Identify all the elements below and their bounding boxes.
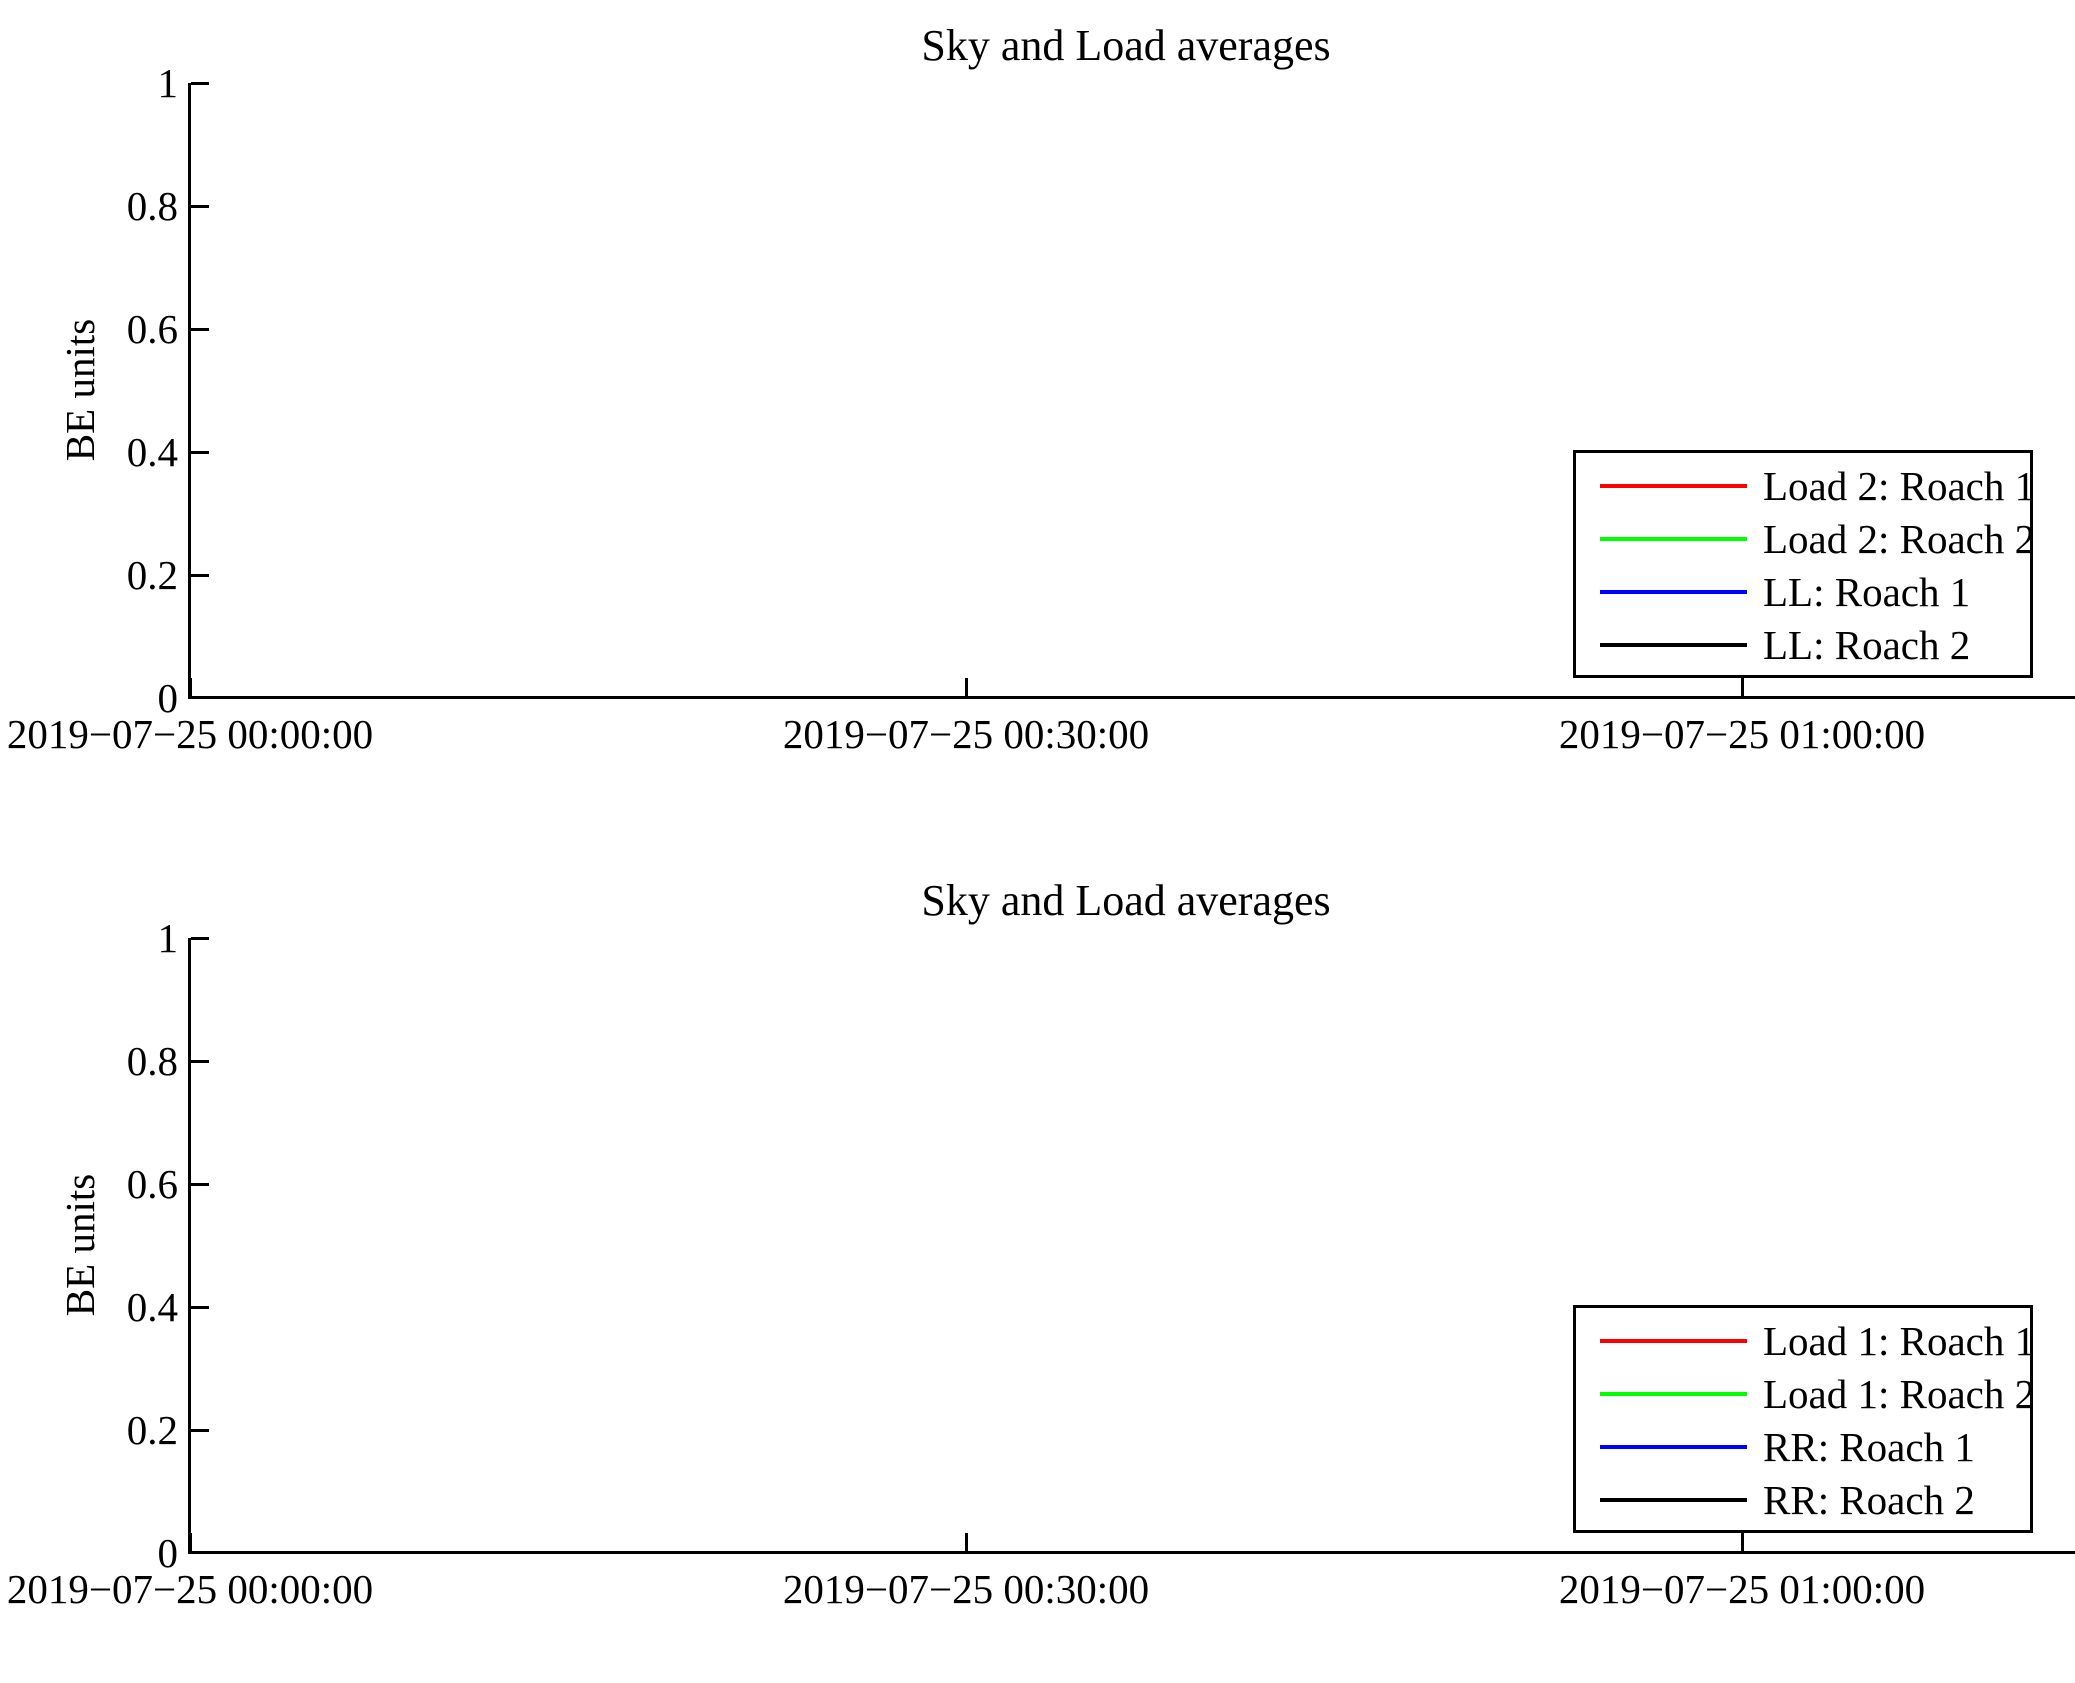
y-tick-label: 0.4 bbox=[126, 429, 178, 475]
legend-item: Load 1: Roach 1 bbox=[1576, 1315, 2035, 1367]
x-tick bbox=[189, 678, 192, 696]
legend-item-label: Load 1: Roach 2 bbox=[1763, 1371, 2036, 1417]
y-tick bbox=[191, 328, 209, 331]
y-tick-label: 0.6 bbox=[126, 306, 178, 352]
x-tick bbox=[189, 1533, 192, 1551]
legend-line-swatch bbox=[1600, 643, 1747, 647]
y-axis-line bbox=[188, 938, 191, 1554]
x-tick-label: 2019−07−25 01:00:00 bbox=[1558, 711, 1926, 757]
y-tick-label: 0.2 bbox=[126, 1407, 178, 1453]
legend-item-label: Load 1: Roach 1 bbox=[1763, 1318, 2036, 1364]
legend: Load 1: Roach 1 Load 1: Roach 2 RR: Roac… bbox=[1573, 1305, 2035, 1533]
y-tick-label: 0.2 bbox=[126, 552, 178, 598]
legend-item: LL: Roach 1 bbox=[1576, 566, 2030, 618]
legend-line-swatch bbox=[1600, 1445, 1747, 1449]
y-tick-label: 0.4 bbox=[126, 1284, 178, 1330]
x-tick-label: 2019−07−25 00:00:00 bbox=[6, 1566, 374, 1612]
y-tick bbox=[191, 82, 209, 85]
legend-line-swatch bbox=[1600, 1339, 1747, 1343]
legend-line-swatch bbox=[1600, 590, 1747, 594]
legend-item: Load 2: Roach 1 bbox=[1576, 460, 2035, 512]
y-tick-label: 0.6 bbox=[126, 1161, 178, 1207]
legend: Load 2: Roach 1 Load 2: Roach 2 LL: Roac… bbox=[1573, 450, 2035, 678]
legend-item-label: LL: Roach 2 bbox=[1763, 622, 1971, 668]
x-tick bbox=[965, 678, 968, 696]
legend-item-label: RR: Roach 1 bbox=[1763, 1424, 1975, 1470]
legend-item: LL: Roach 2 bbox=[1576, 619, 2030, 671]
legend-line-swatch bbox=[1600, 537, 1747, 541]
legend-item-label: Load 2: Roach 1 bbox=[1763, 463, 2036, 509]
x-tick bbox=[1741, 1533, 1744, 1551]
x-tick-label: 2019−07−25 01:00:00 bbox=[1558, 1566, 1926, 1612]
legend-line-swatch bbox=[1600, 1498, 1747, 1502]
y-tick bbox=[191, 574, 209, 577]
y-tick-label: 0 bbox=[157, 675, 179, 721]
chart-bottom: Sky and Load averages BE units 1 0.8 0.6… bbox=[0, 855, 2075, 1683]
legend-line-swatch bbox=[1600, 1392, 1747, 1396]
x-tick bbox=[965, 1533, 968, 1551]
x-tick-label: 2019−07−25 00:30:00 bbox=[782, 1566, 1150, 1612]
legend-item-label: LL: Roach 1 bbox=[1763, 569, 1971, 615]
y-tick-label: 0 bbox=[157, 1530, 179, 1576]
legend-line-swatch bbox=[1600, 484, 1747, 488]
y-tick-label: 0.8 bbox=[126, 183, 178, 229]
chart-top: Sky and Load averages BE units 1 0.8 0.6… bbox=[6, 21, 2075, 757]
y-tick-label: 0.8 bbox=[126, 1038, 178, 1084]
y-tick bbox=[191, 1183, 209, 1186]
y-tick-label: 1 bbox=[157, 60, 179, 106]
legend-item-label: RR: Roach 2 bbox=[1763, 1477, 1975, 1523]
chart-title: Sky and Load averages bbox=[921, 876, 1331, 925]
x-axis-line bbox=[188, 696, 2075, 699]
legend-item-label: Load 2: Roach 2 bbox=[1763, 516, 2036, 562]
y-tick bbox=[191, 696, 209, 699]
y-tick bbox=[191, 205, 209, 208]
x-tick-label: 2019−07−25 00:00:00 bbox=[6, 711, 374, 757]
y-tick-label: 1 bbox=[157, 915, 179, 961]
y-tick bbox=[191, 937, 209, 940]
legend-item: Load 2: Roach 2 bbox=[1576, 513, 2035, 565]
y-axis-line bbox=[188, 83, 191, 699]
legend-item: RR: Roach 2 bbox=[1576, 1474, 2030, 1526]
x-axis-line bbox=[188, 1551, 2075, 1554]
chart-title: Sky and Load averages bbox=[921, 21, 1331, 70]
x-tick-label: 2019−07−25 00:30:00 bbox=[782, 711, 1150, 757]
legend-item: Load 1: Roach 2 bbox=[1576, 1368, 2035, 1420]
y-tick bbox=[191, 451, 209, 454]
y-tick bbox=[191, 1060, 209, 1063]
y-tick bbox=[191, 1429, 209, 1432]
x-tick bbox=[1741, 678, 1744, 696]
y-tick bbox=[191, 1306, 209, 1309]
legend-item: RR: Roach 1 bbox=[1576, 1421, 2030, 1473]
y-tick bbox=[191, 1551, 209, 1554]
